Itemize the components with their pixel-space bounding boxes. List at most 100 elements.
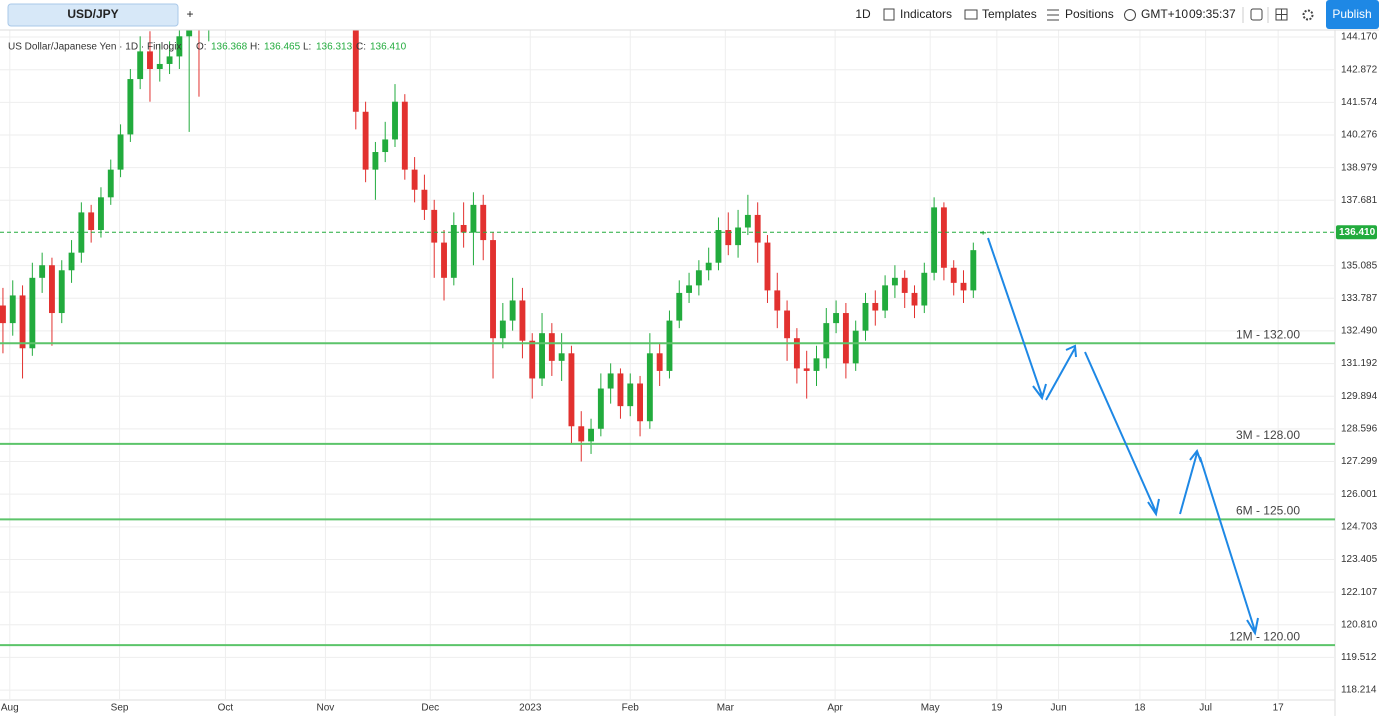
candle-body	[401, 101, 408, 170]
candle-body	[19, 295, 26, 349]
candle-body	[392, 101, 398, 140]
candle-body	[911, 292, 918, 306]
level-label: 6M - 125.00	[1236, 504, 1300, 518]
x-tick-label: 2023	[519, 703, 542, 714]
x-tick-label: 18	[1134, 703, 1146, 714]
candle-body	[872, 302, 879, 311]
candle-body	[98, 197, 104, 231]
candle-body	[88, 212, 95, 231]
candle-body	[901, 277, 908, 293]
y-tick-label: 131.192	[1341, 358, 1378, 369]
candle-body	[539, 333, 545, 379]
settings-icon[interactable]	[1302, 9, 1314, 21]
candle-body	[107, 169, 114, 198]
x-tick-label: 19	[991, 703, 1003, 714]
ohlc-key: C:	[356, 42, 366, 53]
tab[interactable]	[7, 3, 179, 27]
ohlc-value: 136.465	[264, 42, 301, 53]
candle-body	[597, 388, 604, 429]
candle-body	[842, 313, 849, 364]
icon	[1047, 9, 1059, 21]
x-tick-label: Jul	[1199, 703, 1212, 714]
arrow	[1045, 344, 1077, 401]
icon	[1124, 9, 1136, 21]
ohlc-value: 136.410	[370, 42, 407, 53]
candle-body	[891, 277, 898, 286]
x-tick-label: Jun	[1051, 703, 1067, 714]
toolbar	[0, 0, 1379, 30]
timezone[interactable]: GMT+10	[1141, 7, 1188, 21]
candle-body	[813, 358, 820, 371]
positions[interactable]: Positions	[1065, 7, 1114, 21]
candle-body	[754, 214, 761, 243]
indicators[interactable]: Indicators	[900, 7, 952, 21]
candle-body	[9, 295, 16, 324]
y-tick-label: 120.810	[1341, 619, 1378, 630]
candle-body	[78, 212, 85, 253]
candle-body	[39, 265, 46, 278]
templates[interactable]: Templates	[982, 7, 1037, 21]
candle-body	[784, 310, 791, 339]
last-price-box	[1336, 225, 1377, 240]
publish-button[interactable]	[1326, 0, 1379, 29]
x-tick-label: Aug	[1, 703, 19, 714]
candle-body	[519, 300, 526, 341]
clock: 09:35:37	[1189, 7, 1236, 21]
tab-label[interactable]: USD/JPY	[67, 7, 118, 21]
icon	[1276, 9, 1287, 20]
candle-body	[676, 292, 683, 321]
candle-body	[166, 56, 173, 64]
ohlc-value: 136.313	[316, 42, 353, 53]
candle-body	[715, 230, 722, 263]
candle-body	[372, 152, 379, 170]
y-tick-label: 140.276	[1341, 130, 1378, 141]
candle-body	[803, 368, 810, 371]
y-tick-label: 138.979	[1341, 162, 1378, 173]
candle-body	[58, 270, 65, 314]
candle-body	[950, 267, 957, 283]
candle-body	[382, 139, 389, 153]
y-tick-label: 141.574	[1341, 97, 1378, 108]
candle-body	[186, 30, 193, 37]
candle-body	[774, 290, 781, 311]
candle-body	[0, 305, 6, 324]
candle-body	[490, 240, 496, 339]
candle-body	[705, 262, 712, 271]
candle-body	[617, 373, 624, 407]
candle-body	[441, 242, 447, 278]
arrow	[987, 237, 1047, 401]
candle-body	[156, 63, 163, 69]
candle-body	[686, 285, 693, 293]
chart-title: US Dollar/Japanese Yen · 1D · Finlogix	[8, 42, 181, 53]
interval[interactable]: 1D	[855, 7, 871, 21]
level-label: 3M - 128.00	[1236, 428, 1300, 442]
publish-label[interactable]: Publish	[1332, 7, 1371, 21]
candle-body	[411, 169, 418, 190]
candle-body	[362, 111, 369, 170]
candle-body	[921, 272, 928, 306]
candle-body	[470, 204, 477, 233]
last-price-label: 136.410	[1339, 227, 1376, 238]
candle-body	[656, 353, 663, 371]
candle-body	[49, 265, 55, 314]
candle-body	[646, 353, 653, 422]
candle-body	[725, 230, 732, 246]
candle-body	[607, 373, 614, 389]
grid: 144.170 142.872 141.574 140.276 138.979 137.6…	[0, 30, 1378, 716]
candle-body	[117, 134, 124, 170]
overlay: 1M - 132.00 3M - 128.00 6M - 125.00 12M - 1…	[0, 225, 1377, 647]
y-tick-label: 128.596	[1341, 424, 1378, 435]
candle-body	[793, 338, 800, 369]
candle-body	[578, 426, 585, 442]
candle-body	[137, 51, 144, 80]
y-tick-label: 119.512	[1341, 652, 1377, 663]
candle-body	[460, 224, 467, 233]
candle-body	[637, 383, 643, 422]
candle-body	[931, 207, 938, 273]
icon[interactable]	[1250, 8, 1263, 21]
arrow	[1084, 351, 1160, 517]
add-tab[interactable]: +	[186, 7, 193, 21]
ohlc-key: O:	[196, 42, 207, 53]
candle-body	[68, 252, 75, 271]
